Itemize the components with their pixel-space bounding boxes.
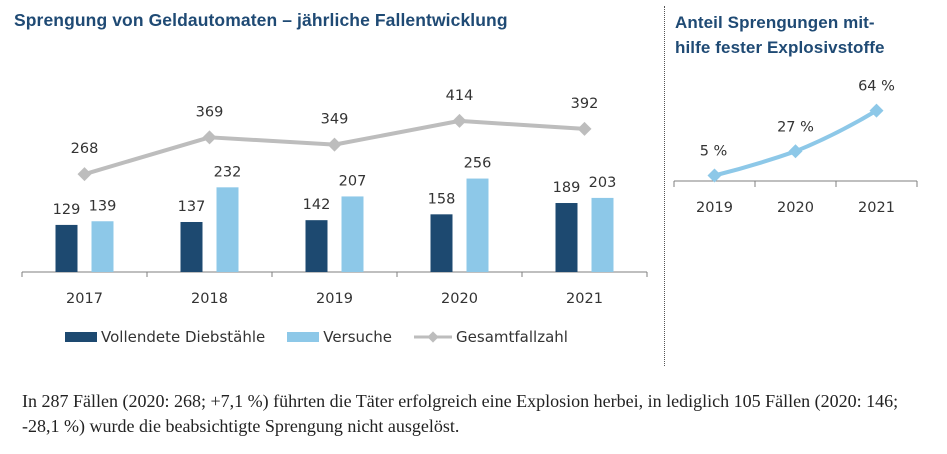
marker-gesamtfallzahl — [202, 130, 217, 145]
chart-title-right: Anteil Sprengungen mit- hilfe fester Exp… — [675, 10, 935, 60]
chart-title-left: Sprengung von Geldautomaten – jährliche … — [14, 10, 508, 30]
data-label-gesamtfallzahl: 392 — [571, 96, 599, 112]
marker-gesamtfallzahl — [77, 167, 92, 182]
marker-anteil — [869, 103, 884, 118]
data-label-versuche: 203 — [589, 175, 617, 191]
charts-canvas: 129 139 2017 137 232 2018 142 207 2019 158 256 2020… — [21, 79, 918, 307]
marker-anteil — [707, 168, 722, 183]
legend-item-gesamt: Gesamtfallzahl — [414, 328, 568, 346]
data-label-versuche: 232 — [214, 164, 242, 180]
x-tick-label-right: 2019 — [696, 200, 733, 216]
x-tick-label-left: 2017 — [66, 291, 103, 307]
marker-gesamtfallzahl — [452, 113, 467, 128]
data-label-gesamtfallzahl: 268 — [71, 141, 99, 157]
legend-swatch-gesamt — [414, 331, 453, 343]
legend: Vollendete Diebstähle Versuche Gesamtfal… — [65, 328, 590, 346]
data-label-versuche: 256 — [464, 156, 492, 172]
bar-vollendete — [180, 221, 203, 272]
data-label-gesamtfallzahl: 349 — [321, 112, 349, 128]
x-tick-label-right: 2020 — [777, 200, 814, 216]
body-paragraph: In 287 Fällen (2020: 268; +7,1 %) führte… — [22, 391, 899, 436]
data-label-gesamtfallzahl: 369 — [196, 104, 224, 120]
legend-label-gesamt: Gesamtfallzahl — [456, 328, 568, 346]
legend-item-vollendete: Vollendete Diebstähle — [65, 328, 265, 346]
marker-gesamtfallzahl — [577, 121, 592, 136]
bar-vollendete — [55, 224, 78, 272]
data-label-vollendete: 189 — [553, 180, 581, 196]
data-label-vollendete: 129 — [53, 202, 81, 218]
x-tick-label-left: 2020 — [441, 291, 478, 307]
data-label-versuche: 139 — [89, 198, 117, 214]
marker-anteil — [788, 144, 803, 159]
bar-versuche — [91, 221, 114, 272]
data-label-vollendete: 158 — [428, 191, 456, 207]
chart-title-right-line-1: Anteil Sprengungen mit- — [675, 13, 875, 32]
x-tick-label-left: 2018 — [191, 291, 228, 307]
bar-versuche — [341, 196, 364, 272]
bar-vollendete — [305, 220, 328, 272]
bar-versuche — [591, 197, 614, 272]
data-label-gesamtfallzahl: 414 — [446, 88, 474, 104]
bar-vollendete — [430, 214, 453, 272]
legend-swatch-vollendete — [65, 332, 97, 342]
bar-versuche — [466, 178, 489, 272]
legend-swatch-versuche — [287, 332, 320, 342]
data-label-anteil: 5 % — [700, 144, 728, 160]
data-label-versuche: 207 — [339, 173, 367, 189]
bar-versuche — [216, 187, 239, 272]
x-tick-label-left: 2019 — [316, 291, 353, 307]
x-tick-label-left: 2021 — [566, 291, 603, 307]
legend-item-versuche: Versuche — [287, 328, 392, 346]
data-label-vollendete: 137 — [178, 199, 206, 215]
data-label-anteil: 64 % — [858, 79, 895, 95]
data-label-vollendete: 142 — [303, 197, 331, 213]
legend-label-versuche: Versuche — [323, 328, 393, 346]
marker-gesamtfallzahl — [327, 137, 342, 152]
chart-title-right-line-2: hilfe fester Explosivstoffe — [675, 38, 885, 57]
legend-label-vollendete: Vollendete Diebstähle — [101, 328, 266, 346]
data-label-anteil: 27 % — [777, 119, 814, 135]
chart-divider — [664, 6, 665, 366]
bar-vollendete — [555, 203, 578, 272]
x-tick-label-right: 2021 — [858, 200, 895, 216]
